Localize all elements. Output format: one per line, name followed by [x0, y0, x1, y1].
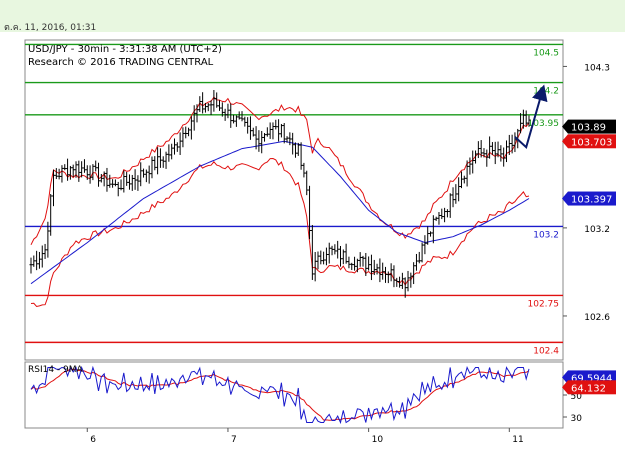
- level-label: 104.5: [533, 48, 559, 58]
- timestamp: ต.ค. 11, 2016, 01:31: [4, 23, 97, 33]
- x-tick-label: 11: [512, 435, 523, 445]
- price-bars: [29, 90, 531, 298]
- level-label: 102.4: [533, 346, 559, 356]
- price-badge-pointer: [562, 191, 568, 206]
- y-tick-label: 104.3: [584, 63, 610, 73]
- level-label: 103.95: [528, 119, 560, 129]
- chart-title: USD/JPY - 30min - 3:31:38 AM (UTC+2): [28, 44, 222, 55]
- price-chart: 104.5 104.2 103.95 103.2 102.75 102.4 104.3 10…: [0, 32, 625, 466]
- rsi-panel: [30, 365, 530, 425]
- sma-line: [30, 140, 530, 285]
- rsi-label: RSI14 - 9MA: [28, 365, 84, 375]
- rsi-badge-bg: [568, 380, 616, 395]
- upper-band: [30, 96, 530, 246]
- y-tick-label: 103.2: [584, 225, 610, 235]
- price-badge-bg: [568, 191, 616, 206]
- price-badge: 103.89: [571, 123, 606, 134]
- rsi-badge: 69.5944: [571, 373, 612, 384]
- rsi-badge-pointer: [562, 370, 568, 385]
- projection: [514, 84, 548, 150]
- level-label: 103.2: [533, 230, 559, 240]
- lower-band: [30, 157, 530, 308]
- rsi-y-tick-label: 30: [571, 414, 583, 424]
- rsi-y-tick-label: 50: [571, 392, 583, 402]
- price-badge-pointer: [562, 134, 568, 149]
- price-badge-bg: [568, 134, 616, 149]
- y-tick-label: 102.6: [584, 313, 610, 323]
- price-badge-bg: [568, 119, 616, 134]
- chart-subtitle: Research © 2016 TRADING CENTRAL: [28, 57, 214, 68]
- date-bar: ต.ค. 11, 2016, 01:31: [0, 0, 625, 33]
- bollinger-bands: [30, 96, 530, 308]
- projection-arrow: [514, 84, 548, 150]
- rsi-badge-pointer: [562, 380, 568, 395]
- price-badge: 103.397: [571, 195, 612, 206]
- x-tick-label: 10: [372, 435, 384, 445]
- level-label: 102.75: [528, 299, 560, 309]
- x-tick-label: 6: [90, 435, 96, 445]
- price-badge: 103.703: [571, 137, 612, 148]
- moving-average: [30, 140, 530, 285]
- rsi-line: [30, 365, 530, 425]
- x-tick-label: 7: [231, 435, 237, 445]
- level-label: 104.2: [533, 87, 559, 97]
- price-badge-pointer: [562, 119, 568, 134]
- rsi-badge: 64.132: [571, 383, 606, 394]
